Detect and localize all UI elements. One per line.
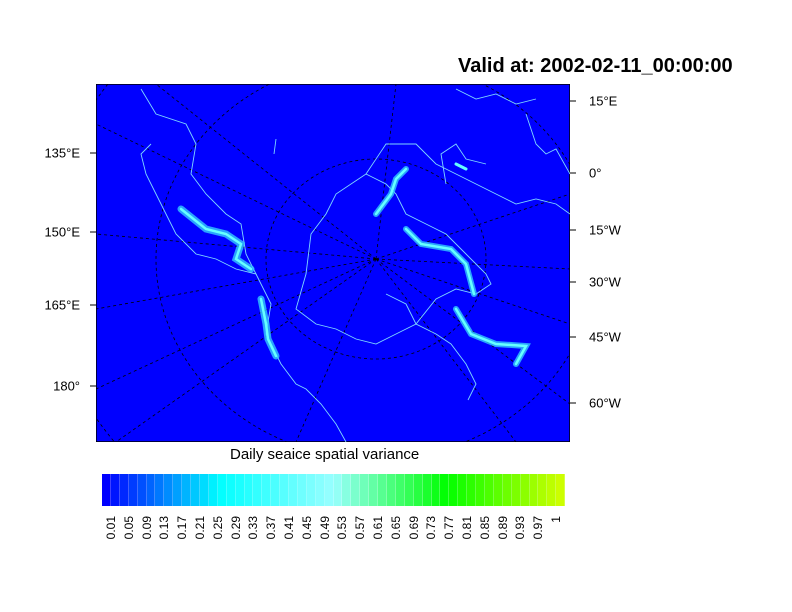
colorbar-box: [538, 474, 548, 506]
colorbar-tick-label: 0.73: [424, 516, 439, 540]
lon-label-right: 60°W: [589, 395, 621, 411]
colorbar-box: [235, 474, 245, 506]
colorbar-box: [529, 474, 539, 506]
colorbar-tick-label: 0.85: [477, 516, 492, 540]
colorbar-tick-label: 0.93: [513, 516, 528, 540]
colorbar-box: [431, 474, 441, 506]
colorbar: [102, 474, 566, 506]
colorbar-box: [440, 474, 450, 506]
colorbar-box: [226, 474, 236, 506]
colorbar-box: [137, 474, 147, 506]
lon-label-right: 0°: [589, 165, 602, 181]
colorbar-box: [458, 474, 468, 506]
colorbar-box: [217, 474, 227, 506]
colorbar-tick-label: 0.21: [193, 516, 207, 540]
colorbar-box: [199, 474, 209, 506]
colorbar-box: [262, 474, 272, 506]
colorbar-box: [315, 474, 325, 506]
colorbar-box: [164, 474, 174, 506]
colorbar-box: [102, 474, 111, 506]
colorbar-box: [556, 474, 566, 506]
lon-label-right: 30°W: [589, 274, 621, 290]
colorbar-tick-label: 0.29: [228, 516, 243, 540]
colorbar-box: [484, 474, 494, 506]
colorbar-box: [110, 474, 120, 506]
colorbar-box: [493, 474, 503, 506]
colorbar-tick-label: 0.45: [299, 516, 314, 540]
colorbar-box: [387, 474, 396, 506]
colorbar-box: [244, 474, 254, 506]
colorbar-tick-label: 0.69: [406, 516, 421, 540]
sea-ice-variance-map: [96, 84, 570, 442]
lon-label-left: 180°: [53, 378, 80, 394]
colorbar-box: [146, 474, 156, 506]
colorbar-box: [128, 474, 138, 506]
colorbar-box: [378, 474, 387, 506]
colorbar-tick-label: 0.33: [246, 516, 261, 540]
colorbar-box: [297, 474, 307, 506]
colorbar-tick-label: 0.81: [460, 516, 474, 540]
colorbar-box: [342, 474, 352, 506]
colorbar-box: [280, 474, 290, 506]
colorbar-box: [182, 474, 192, 506]
colorbar-tick-label: 0.05: [121, 516, 136, 540]
lon-label-left: 150°E: [44, 224, 80, 240]
colorbar-box: [520, 474, 530, 506]
colorbar-box: [351, 474, 361, 506]
colorbar-tick-label: 0.01: [104, 516, 118, 540]
colorbar-tick-label: 0.37: [264, 516, 279, 540]
lon-label-right: 45°W: [589, 329, 621, 345]
colorbar-box: [191, 474, 200, 506]
colorbar-box: [422, 474, 432, 506]
colorbar-box: [502, 474, 512, 506]
colorbar-box: [449, 474, 459, 506]
colorbar-box: [395, 474, 405, 506]
colorbar-box: [119, 474, 129, 506]
colorbar-box: [511, 474, 521, 506]
lon-label-right: 15°W: [589, 222, 621, 238]
colorbar-box: [306, 474, 316, 506]
colorbar-tick-label: 1: [549, 516, 563, 523]
colorbar-tick-label: 0.89: [495, 516, 510, 540]
right-axis-ticks: [570, 100, 576, 404]
high-variance-bands: [177, 162, 531, 367]
colorbar-box: [271, 474, 281, 506]
left-ticks: [90, 152, 96, 387]
colorbar-box: [208, 474, 218, 506]
colorbar-box: [155, 474, 165, 506]
colorbar-tick-label: 0.09: [139, 516, 154, 540]
colorbar-tick-label: 0.25: [210, 516, 225, 540]
plot-title: Valid at: 2002-02-11_00:00:00: [458, 55, 733, 77]
colorbar-tick-label: 0.49: [317, 516, 332, 540]
colorbar-box: [289, 474, 298, 506]
colorbar-box: [253, 474, 263, 506]
colorbar-tick-label: 0.61: [371, 516, 385, 540]
colorbar-box: [476, 474, 485, 506]
map-background: [96, 84, 570, 442]
colorbar-box: [413, 474, 423, 506]
colorbar-box: [324, 474, 334, 506]
lon-label-left: 135°E: [44, 145, 80, 161]
colorbar-box: [404, 474, 414, 506]
lon-label-left: 165°E: [44, 297, 80, 313]
colorbar-tick-label: 0.97: [531, 516, 546, 540]
colorbar-tick-label: 0.13: [157, 516, 172, 540]
coastlines: [140, 88, 570, 442]
colorbar-box: [547, 474, 557, 506]
colorbar-box: [360, 474, 370, 506]
colorbar-tick-label: 0.77: [442, 516, 457, 540]
colorbar-tick-label: 0.41: [282, 516, 296, 540]
colorbar-box: [369, 474, 379, 506]
colorbar-tick-label: 0.17: [175, 516, 190, 540]
colorbar-tick-label: 0.65: [388, 516, 403, 540]
colorbar-tick-label: 0.53: [335, 516, 350, 540]
colorbar-box: [173, 474, 183, 506]
colorbar-tick-label: 0.57: [353, 516, 368, 540]
colorbar-box: [333, 474, 343, 506]
colorbar-title: Daily seaice spatial variance: [230, 446, 420, 463]
lon-label-right: 15°E: [589, 93, 618, 109]
colorbar-box: [467, 474, 477, 506]
